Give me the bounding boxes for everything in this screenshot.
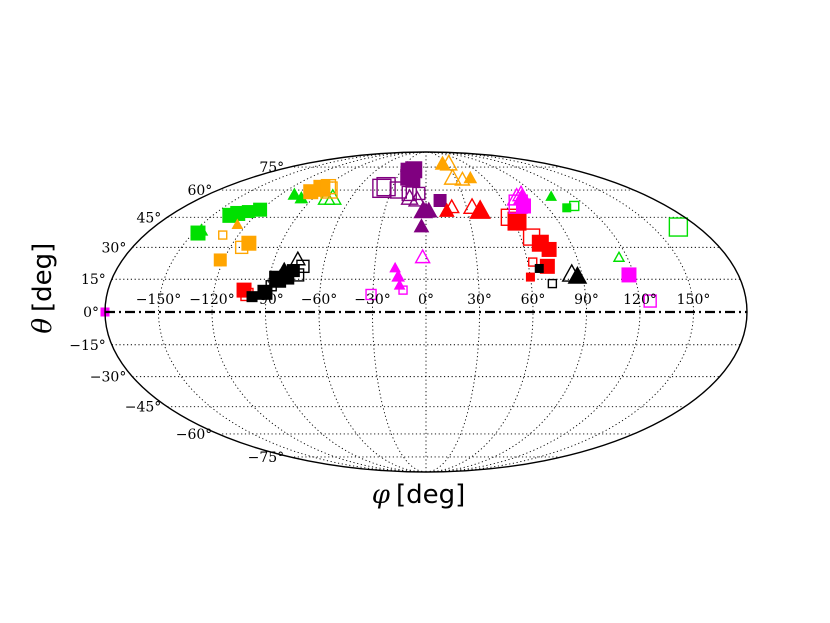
- data-point: [194, 223, 209, 236]
- data-point: [463, 170, 478, 184]
- y-tick-label: 45°: [136, 210, 161, 226]
- scatter-points: [100, 154, 689, 317]
- data-point: [287, 187, 302, 200]
- data-point: [241, 235, 257, 251]
- data-point: [462, 197, 482, 214]
- data-point: [398, 285, 408, 295]
- meridian-line: [372, 151, 427, 473]
- data-point: [612, 250, 626, 262]
- y-tick-label: −60°: [176, 427, 213, 443]
- data-point: [241, 205, 255, 219]
- y-tick-label: 15°: [81, 272, 106, 288]
- tick-labels: −150° −120° −90° −60° −30° 0° 30° 60° 90° 120° 150…: [69, 160, 710, 466]
- data-point: [365, 288, 377, 301]
- x-tick-label: −150°: [136, 292, 181, 308]
- data-point: [511, 184, 531, 202]
- data-point: [621, 267, 637, 283]
- x-tick-label: 0°: [418, 292, 434, 308]
- y-tick-label: 30°: [102, 240, 127, 256]
- data-point: [547, 278, 558, 289]
- y-tick-label: 75°: [259, 160, 284, 176]
- data-point: [257, 284, 273, 300]
- data-point: [213, 253, 227, 267]
- data-point: [253, 202, 268, 217]
- data-point: [289, 250, 307, 266]
- x-tick-label: −30°: [354, 292, 391, 308]
- data-point: [668, 217, 689, 237]
- x-tick-label: 150°: [677, 292, 711, 308]
- data-point: [376, 176, 396, 197]
- x-tick-label: 60°: [521, 292, 546, 308]
- data-point: [439, 154, 458, 171]
- y-tick-label: −15°: [69, 338, 106, 354]
- y-tick-label: 60°: [187, 183, 212, 199]
- x-tick-label: −90°: [247, 292, 284, 308]
- data-point: [562, 203, 572, 213]
- x-axis-label-symbol: φ: [372, 480, 391, 510]
- data-point: [391, 269, 406, 282]
- plot-boundary: [104, 151, 748, 473]
- data-point: [405, 172, 421, 188]
- data-point: [534, 263, 544, 273]
- y-tick-label: −45°: [125, 400, 162, 416]
- data-point: [412, 186, 426, 201]
- y-tick-label: −30°: [90, 370, 127, 386]
- data-point: [528, 257, 538, 267]
- y-axis-label-unit: [deg]: [28, 243, 58, 312]
- data-point: [407, 190, 427, 207]
- data-point: [525, 272, 535, 282]
- data-point: [320, 178, 337, 195]
- y-axis-label: θ [deg]: [28, 243, 58, 334]
- data-point: [218, 230, 228, 240]
- data-point: [417, 202, 435, 218]
- x-tick-label: −60°: [301, 292, 338, 308]
- data-point: [545, 190, 558, 201]
- data-point: [443, 168, 462, 185]
- data-point: [507, 211, 527, 231]
- data-point: [400, 188, 419, 205]
- data-point: [234, 240, 249, 255]
- data-point: [569, 200, 580, 212]
- y-tick-label: 0°: [83, 305, 99, 321]
- y-tick-label: −75°: [248, 450, 285, 466]
- data-point: [389, 181, 408, 199]
- data-point: [246, 291, 258, 303]
- data-point: [413, 218, 430, 233]
- data-point: [231, 218, 244, 229]
- data-point: [433, 194, 447, 208]
- meridian-line: [425, 151, 480, 473]
- plot-frame: [104, 151, 748, 473]
- x-axis-label-unit: [deg]: [396, 480, 465, 510]
- x-tick-label: −120°: [189, 292, 234, 308]
- x-tick-label: 120°: [623, 292, 657, 308]
- data-point: [414, 248, 431, 264]
- data-point: [454, 170, 471, 186]
- y-axis-label-symbol: θ: [28, 318, 58, 334]
- data-point: [541, 241, 557, 257]
- x-tick-label: 90°: [574, 292, 599, 308]
- data-point: [643, 294, 657, 308]
- data-point: [389, 261, 401, 273]
- data-point: [561, 263, 582, 282]
- data-point: [469, 199, 491, 219]
- x-tick-label: 30°: [467, 292, 492, 308]
- data-point: [515, 198, 531, 214]
- data-point: [372, 178, 392, 199]
- data-point: [443, 198, 460, 214]
